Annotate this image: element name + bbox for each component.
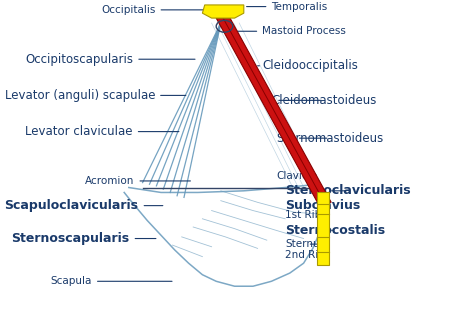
Text: Cleidomastoideus: Cleidomastoideus — [271, 94, 376, 107]
Polygon shape — [317, 192, 328, 265]
Text: Sternocostalis: Sternocostalis — [285, 224, 385, 237]
Text: Acromion: Acromion — [85, 176, 190, 186]
Text: Occipitalis: Occipitalis — [101, 5, 212, 15]
Polygon shape — [216, 18, 330, 202]
Text: Mastoid Process: Mastoid Process — [237, 26, 345, 36]
Text: Sternoscapularis: Sternoscapularis — [11, 232, 156, 245]
Text: 1st Rib: 1st Rib — [285, 210, 328, 219]
Text: Sternoclavicularis: Sternoclavicularis — [285, 184, 410, 197]
Text: Subclavius: Subclavius — [285, 199, 360, 212]
Text: Sternomastoideus: Sternomastoideus — [275, 132, 382, 145]
Text: Scapuloclavicularis: Scapuloclavicularis — [5, 199, 162, 212]
Text: Cleidooccipitalis: Cleidooccipitalis — [257, 59, 357, 72]
Text: Sternum: Sternum — [285, 239, 329, 249]
Text: Occipitoscapularis: Occipitoscapularis — [25, 53, 195, 66]
Text: Temporalis: Temporalis — [246, 2, 327, 12]
Polygon shape — [202, 5, 243, 18]
Text: Scapula: Scapula — [50, 276, 172, 286]
Text: Levator (anguli) scapulae: Levator (anguli) scapulae — [5, 89, 185, 102]
Text: Levator claviculae: Levator claviculae — [25, 125, 179, 138]
Text: Clavicle: Clavicle — [275, 171, 316, 181]
Text: 2nd Rib: 2nd Rib — [285, 250, 328, 260]
